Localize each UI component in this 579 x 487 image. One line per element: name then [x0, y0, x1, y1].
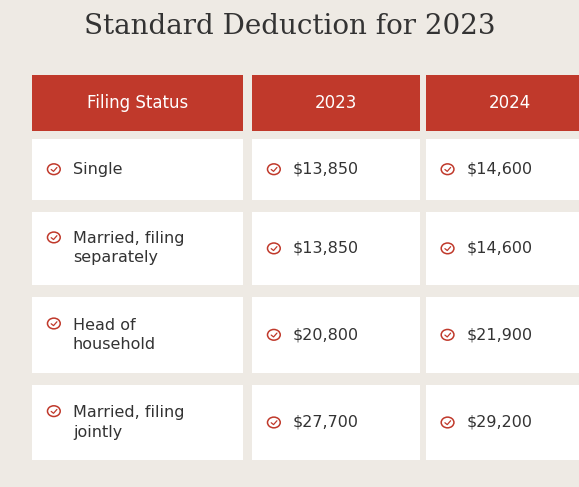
FancyBboxPatch shape: [252, 297, 420, 373]
Text: $14,600: $14,600: [467, 241, 533, 256]
Text: Single: Single: [73, 162, 122, 177]
FancyBboxPatch shape: [426, 139, 579, 200]
Text: $13,850: $13,850: [293, 162, 359, 177]
FancyBboxPatch shape: [32, 297, 243, 373]
FancyBboxPatch shape: [252, 212, 420, 285]
FancyBboxPatch shape: [32, 75, 243, 131]
FancyBboxPatch shape: [32, 139, 243, 200]
Text: Filing Status: Filing Status: [87, 94, 188, 112]
FancyBboxPatch shape: [252, 385, 420, 460]
FancyBboxPatch shape: [252, 139, 420, 200]
Text: $14,600: $14,600: [467, 162, 533, 177]
FancyBboxPatch shape: [32, 212, 243, 285]
FancyBboxPatch shape: [426, 297, 579, 373]
FancyBboxPatch shape: [252, 75, 420, 131]
FancyBboxPatch shape: [32, 385, 243, 460]
Text: Head of
household: Head of household: [73, 318, 156, 352]
Text: $13,850: $13,850: [293, 241, 359, 256]
Text: Married, filing
jointly: Married, filing jointly: [73, 405, 185, 440]
Text: $20,800: $20,800: [293, 327, 359, 342]
Text: 2023: 2023: [314, 94, 357, 112]
FancyBboxPatch shape: [426, 75, 579, 131]
Text: Standard Deduction for 2023: Standard Deduction for 2023: [84, 13, 495, 40]
Text: $29,200: $29,200: [467, 415, 533, 430]
Text: Married, filing
separately: Married, filing separately: [73, 231, 185, 265]
Text: $21,900: $21,900: [467, 327, 533, 342]
Text: $27,700: $27,700: [293, 415, 359, 430]
FancyBboxPatch shape: [426, 385, 579, 460]
Text: 2024: 2024: [489, 94, 530, 112]
FancyBboxPatch shape: [426, 212, 579, 285]
